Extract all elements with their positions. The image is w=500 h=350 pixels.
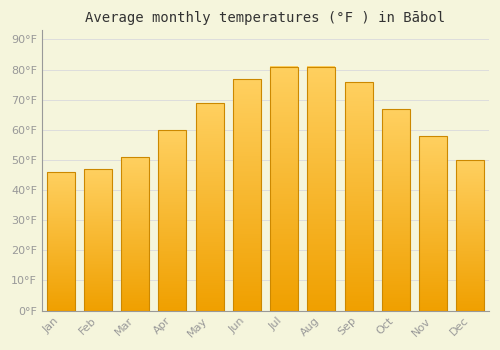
Bar [121, 157, 149, 310]
Bar [196, 103, 224, 310]
Bar [158, 130, 186, 310]
Bar [270, 66, 298, 310]
Bar [344, 82, 372, 310]
Bar [308, 66, 336, 310]
Bar [382, 109, 409, 310]
Bar [419, 136, 447, 310]
Title: Average monthly temperatures (°F ) in Bābol: Average monthly temperatures (°F ) in Bā… [86, 11, 446, 25]
Bar [84, 169, 112, 310]
Bar [233, 79, 261, 310]
Bar [46, 172, 74, 310]
Bar [456, 160, 484, 310]
